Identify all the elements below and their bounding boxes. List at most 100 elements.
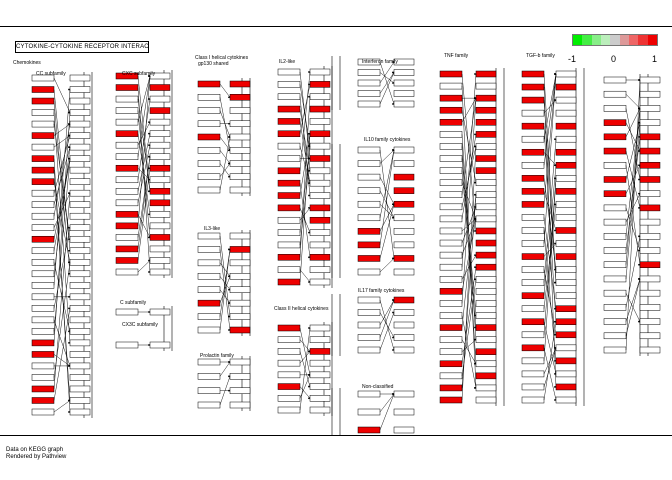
ligand-node <box>277 395 301 402</box>
edge-arrowhead <box>308 373 310 376</box>
ligand-node <box>439 203 463 211</box>
ligand-node <box>603 261 627 268</box>
receptor-node <box>475 396 497 404</box>
edge-arrowhead <box>308 206 310 209</box>
interaction-edge <box>543 73 557 244</box>
interaction-edge <box>461 98 477 304</box>
receptor-node <box>475 251 497 259</box>
receptor-node <box>309 395 331 402</box>
ligand-node <box>439 312 463 319</box>
interaction-edge <box>379 190 395 218</box>
ligand-node <box>31 189 55 197</box>
interaction-edge <box>543 165 557 296</box>
edge-arrowhead <box>228 275 230 278</box>
edge-arrowhead <box>68 249 70 252</box>
receptor-node <box>149 118 171 126</box>
ligand-node <box>31 235 55 243</box>
receptor-node <box>69 235 91 243</box>
receptor-node <box>69 155 91 162</box>
edge-arrowhead <box>68 111 70 114</box>
receptor-node <box>555 396 577 404</box>
interaction-edge <box>219 289 231 304</box>
receptor-node <box>69 259 91 266</box>
ligand-node <box>521 292 545 299</box>
interaction-edge <box>219 136 231 191</box>
receptor-node <box>229 299 251 307</box>
ligand-node <box>357 79 381 87</box>
ligand-node <box>197 286 221 293</box>
interaction-edge <box>543 178 557 335</box>
edge-arrowhead <box>68 399 70 402</box>
ligand-node <box>439 348 463 355</box>
ligand-node <box>357 321 381 329</box>
ligand-node <box>357 241 381 249</box>
legend-swatch <box>619 35 629 45</box>
ligand-node <box>439 396 463 404</box>
interaction-edge <box>219 249 231 317</box>
interaction-edge <box>137 87 151 273</box>
ligand-node <box>31 178 55 185</box>
legend-swatch <box>638 35 648 45</box>
edge-arrowhead <box>148 167 150 170</box>
edge-arrowhead <box>392 299 394 301</box>
interaction-edge <box>53 308 71 401</box>
edge-arrowhead <box>474 254 476 257</box>
receptor-node <box>393 228 415 235</box>
ligand-node <box>277 406 301 414</box>
interaction-edge <box>299 71 311 171</box>
legend-label-max: 1 <box>652 54 658 64</box>
edge-arrowhead <box>474 181 476 184</box>
ligand-node <box>603 105 627 112</box>
interaction-edge <box>53 147 71 205</box>
edge-arrowhead <box>554 333 556 336</box>
receptor-node <box>475 312 497 319</box>
interaction-edge <box>543 347 557 401</box>
receptor-node <box>69 282 91 289</box>
edge-arrowhead <box>68 146 70 149</box>
ligand-node <box>603 76 627 84</box>
ligand-node <box>115 153 139 160</box>
receptor-node <box>475 239 497 247</box>
receptor-node <box>309 118 331 125</box>
receptor-node <box>69 385 91 393</box>
edge-arrowhead <box>554 399 556 401</box>
ligand-node <box>357 255 381 262</box>
legend-swatch <box>573 35 583 45</box>
edge-arrowhead <box>474 338 476 341</box>
ligand-node <box>521 240 545 247</box>
edge-arrowhead <box>554 73 556 75</box>
receptor-node <box>149 211 171 218</box>
ligand-node <box>31 109 55 116</box>
edge-arrowhead <box>308 397 310 400</box>
receptor-node <box>555 253 577 260</box>
edge-arrowhead <box>148 132 150 135</box>
receptor-node <box>475 155 497 162</box>
interaction-edge <box>543 73 557 166</box>
ligand-node <box>439 191 463 198</box>
ligand-node <box>521 279 545 286</box>
edge-arrowhead <box>148 144 150 147</box>
receptor-node <box>393 255 415 262</box>
interaction-edge <box>137 99 151 180</box>
edge-arrowhead <box>68 365 70 367</box>
edge-arrowhead <box>68 295 70 298</box>
receptor-node <box>555 70 577 78</box>
ligand-node <box>197 173 221 180</box>
interaction-edge <box>543 139 557 283</box>
ligand-node <box>357 200 381 208</box>
ligand-node <box>521 175 545 182</box>
ligand-node <box>31 282 55 289</box>
edge-arrowhead <box>68 157 70 160</box>
interaction-edge <box>137 260 151 273</box>
edge-arrowhead <box>228 361 230 363</box>
edge-arrowhead <box>68 411 70 413</box>
ligand-node <box>603 218 627 226</box>
ligand-node <box>603 275 627 283</box>
interaction-edge <box>219 249 231 331</box>
receptor-node <box>475 119 497 126</box>
ligand-node <box>31 328 55 335</box>
receptor-node <box>475 70 497 78</box>
interaction-edge <box>543 347 557 388</box>
ligand-node <box>439 155 463 162</box>
receptor-node <box>309 142 331 150</box>
